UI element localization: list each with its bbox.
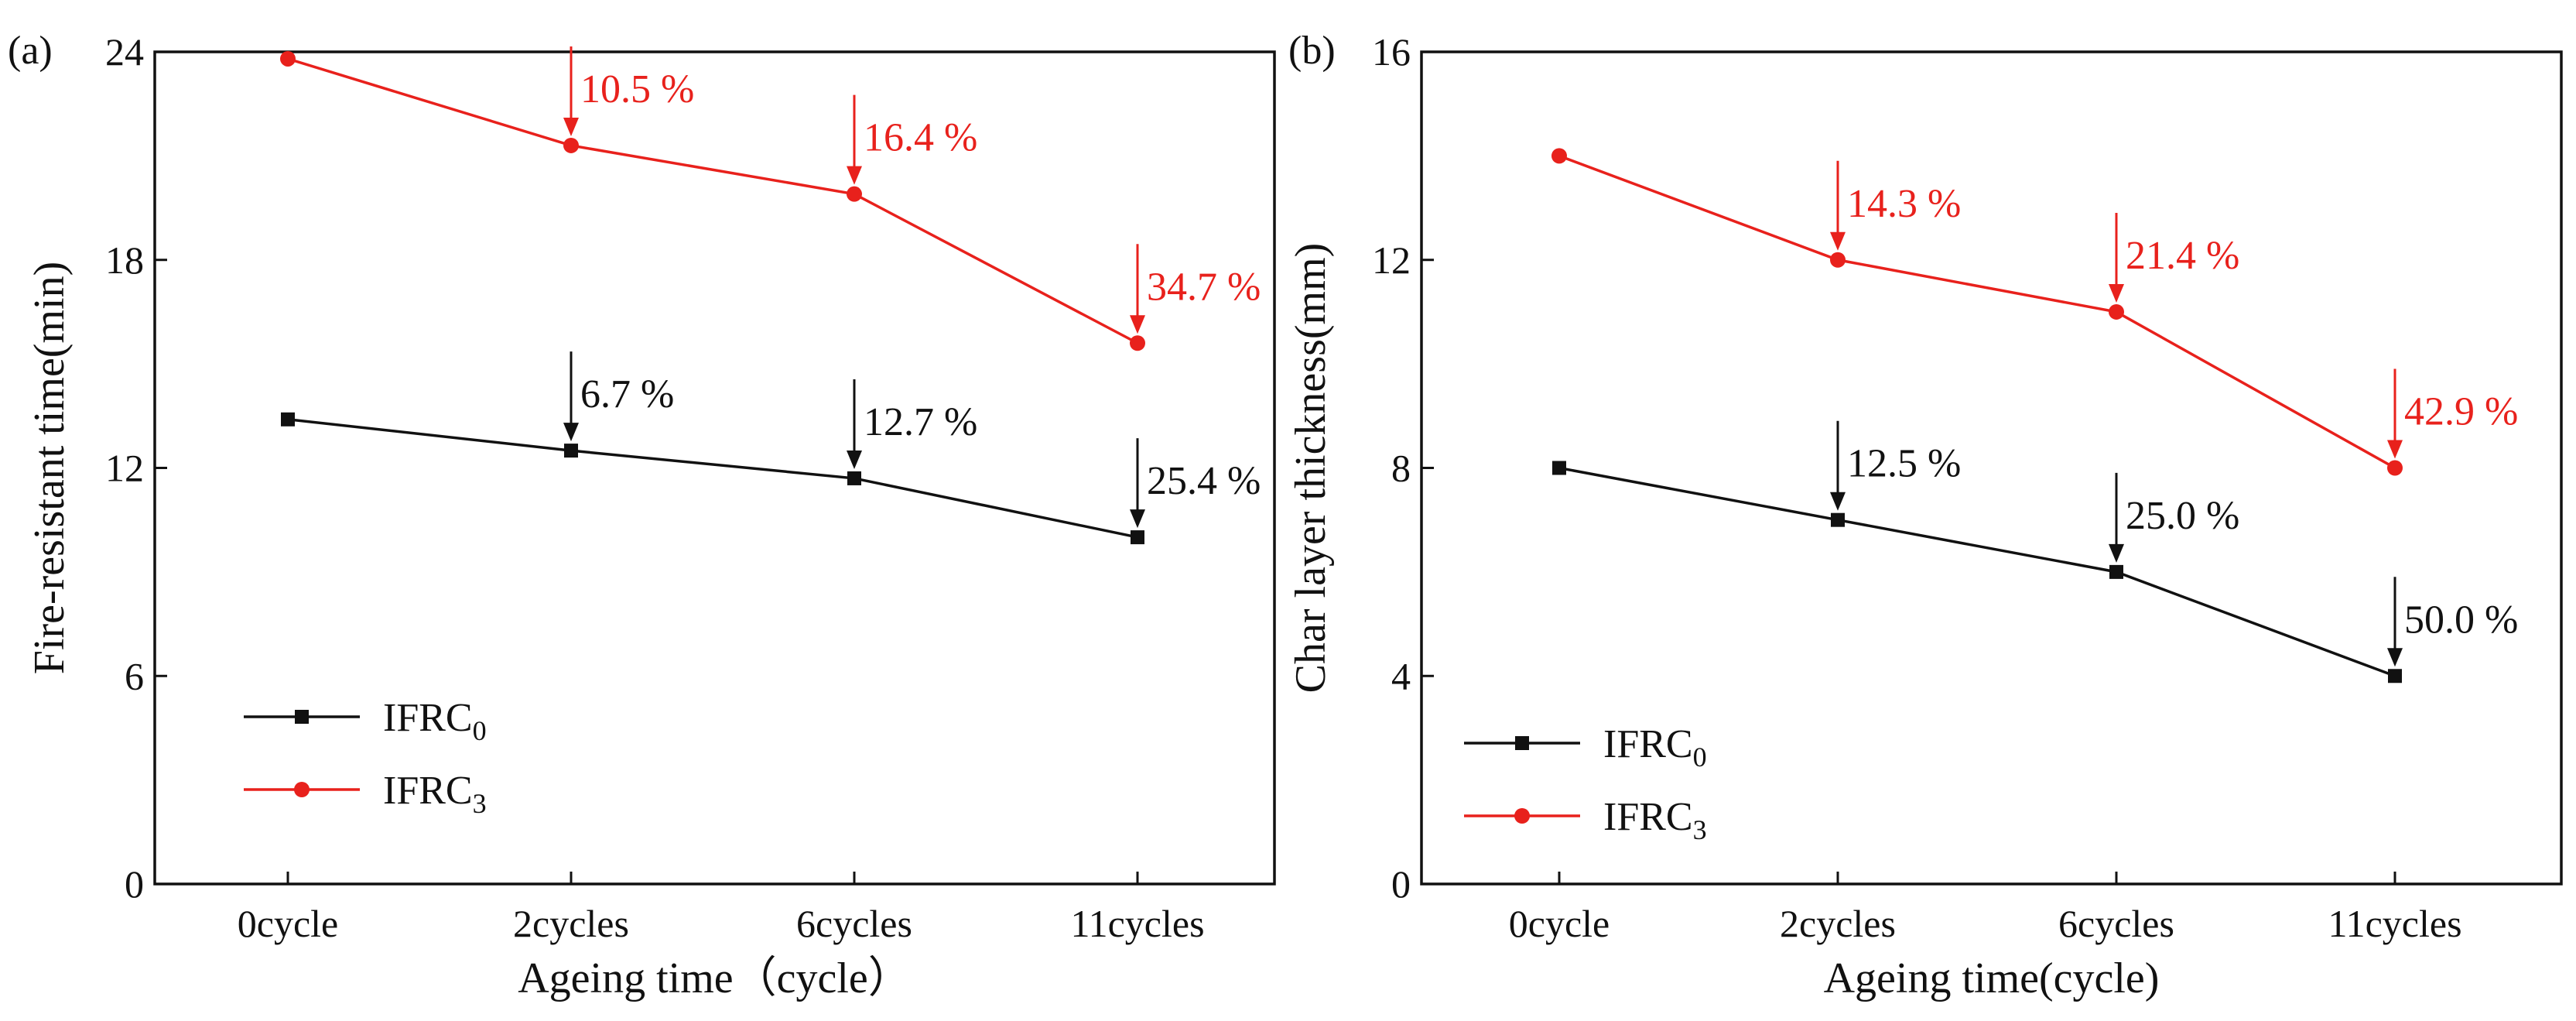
panel-label: (b) <box>1288 29 1336 73</box>
legend-label-subscript: 0 <box>1693 742 1707 773</box>
chart-panel-b: 0 4 8 12 16 0cycle 2cycles 6cycles 11cycles Agein… <box>1287 29 2563 1002</box>
data-point-IFRC0 <box>847 471 861 485</box>
series-line-IFRC0 <box>1558 466 2396 677</box>
data-point-IFRC0 <box>1131 530 1144 545</box>
annotation-arrowhead <box>847 166 862 185</box>
annotation-label: 16.4 % <box>864 116 977 160</box>
plot-frame <box>153 50 1276 886</box>
annotation-arrowhead <box>2109 543 2124 563</box>
data-point-IFRC3 <box>563 137 579 153</box>
annotation-arrowhead <box>563 423 579 442</box>
data-point-IFRC0 <box>2109 564 2123 579</box>
annotation-arrowhead <box>847 450 862 469</box>
x-tick-label: 2cycles <box>513 902 629 945</box>
annotation-label: 12.7 % <box>864 400 977 444</box>
legend-marker-IFRC3 <box>1514 808 1530 824</box>
y-tick-label: 12 <box>1372 238 1411 282</box>
legend-label-IFRC0: IFRC0 <box>383 696 487 746</box>
data-point-IFRC3 <box>1551 148 1567 164</box>
data-point-IFRC3 <box>2109 303 2124 320</box>
chart-panel-a: 0 6 12 18 24 0cycle 2cycles 6cycles 11cycles Agei… <box>8 29 1276 1002</box>
y-tick-label: 18 <box>105 238 144 282</box>
legend-marker-IFRC0 <box>1515 736 1529 750</box>
annotation-label: 21.4 % <box>2126 234 2239 278</box>
legend-marker-IFRC3 <box>294 782 310 797</box>
annotation-label: 10.5 % <box>580 67 694 111</box>
x-tick-label: 0cycle <box>238 902 338 945</box>
annotation-label: 6.7 % <box>580 372 674 416</box>
y-axis-title: Char layer thickness(mm) <box>1287 243 1335 694</box>
x-tick-label: 2cycles <box>1780 902 1896 945</box>
annotation-arrowhead <box>1830 231 1846 251</box>
legend-label-subscript: 3 <box>1693 814 1707 845</box>
y-axis-title: Fire-resistant time(min) <box>26 262 74 674</box>
x-axis-title: Ageing time(cycle) <box>1824 954 2160 1002</box>
annotation-label: 25.0 % <box>2126 494 2239 538</box>
legend-label-base: IFRC <box>383 769 473 813</box>
annotation-label: 34.7 % <box>1147 265 1261 309</box>
data-point-IFRC0 <box>564 444 578 458</box>
legend-label-subscript: 0 <box>473 715 487 746</box>
data-point-IFRC3 <box>1830 252 1846 268</box>
data-point-IFRC3 <box>847 186 862 202</box>
annotation-label: 12.5 % <box>1847 442 1961 486</box>
x-tick-label: 6cycles <box>796 902 912 945</box>
annotation-label: 14.3 % <box>1847 182 1961 226</box>
y-tick-label: 0 <box>1391 862 1411 906</box>
annotation-label: 42.9 % <box>2404 390 2518 434</box>
legend-label-IFRC3: IFRC3 <box>1603 795 1707 845</box>
y-tick-label: 6 <box>125 654 144 697</box>
x-tick-label: 11cycles <box>1070 902 1204 945</box>
y-tick-label: 12 <box>105 447 144 490</box>
legend-label-IFRC3: IFRC3 <box>383 769 487 819</box>
data-point-IFRC3 <box>2387 460 2403 476</box>
y-tick-label: 8 <box>1391 447 1411 490</box>
legend-label-base: IFRC <box>1603 795 1693 839</box>
annotation-arrowhead <box>1130 509 1145 529</box>
data-point-IFRC0 <box>2388 669 2402 684</box>
legend-label-IFRC0: IFRC0 <box>1603 722 1707 773</box>
legend-label-base: IFRC <box>1603 722 1693 766</box>
data-point-IFRC3 <box>280 50 296 67</box>
data-point-IFRC3 <box>1130 335 1145 351</box>
legend-marker-IFRC0 <box>295 710 309 724</box>
y-tick-label: 24 <box>105 30 144 74</box>
data-point-IFRC0 <box>281 412 295 427</box>
legend-label-base: IFRC <box>383 696 473 740</box>
annotation-arrowhead <box>1830 492 1846 511</box>
series-line-IFRC0 <box>287 418 1138 539</box>
x-tick-label: 6cycles <box>2058 902 2174 945</box>
x-axis-title: Ageing time（cycle） <box>518 954 912 1002</box>
data-point-IFRC0 <box>1552 461 1566 475</box>
annotation-arrowhead <box>2387 648 2403 667</box>
annotation-arrowhead <box>563 117 579 136</box>
annotation-label: 25.4 % <box>1147 459 1261 503</box>
series-line-IFRC3 <box>287 57 1138 344</box>
y-tick-label: 16 <box>1372 30 1411 74</box>
annotation-label: 50.0 % <box>2404 598 2518 642</box>
legend-label-subscript: 3 <box>473 788 487 819</box>
x-tick-label: 11cycles <box>2328 902 2461 945</box>
data-point-IFRC0 <box>1831 512 1845 527</box>
y-tick-label: 0 <box>125 862 144 906</box>
annotation-arrowhead <box>2387 440 2403 459</box>
x-tick-label: 0cycle <box>1509 902 1610 945</box>
annotation-arrowhead <box>2109 283 2124 303</box>
annotation-arrowhead <box>1130 315 1145 334</box>
y-tick-label: 4 <box>1391 654 1411 697</box>
panel-label: (a) <box>8 29 53 73</box>
series-line-IFRC3 <box>1558 154 2396 470</box>
